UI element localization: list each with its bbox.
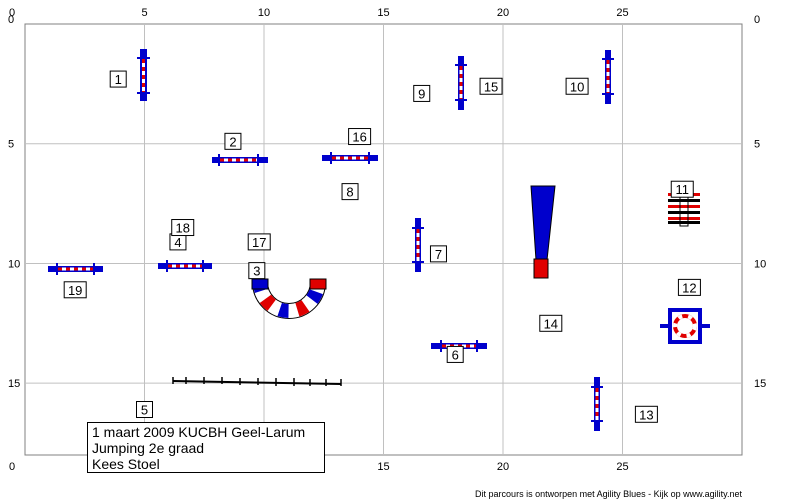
- obstacle-label-19: 19: [63, 281, 87, 299]
- jump-16: [322, 152, 378, 164]
- obstacle-label-3: 3: [248, 262, 266, 280]
- info-class: Jumping 2e graad: [92, 440, 205, 456]
- obstacle-label-4: 4: [169, 233, 187, 251]
- y-tick-right: 10: [754, 258, 766, 270]
- obstacle-label-11: 11: [670, 180, 694, 198]
- svg-text:10: 10: [570, 79, 584, 94]
- obstacle-label-18: 18: [171, 219, 195, 237]
- y-tick-left: 0: [8, 14, 14, 26]
- y-tick-left: 15: [8, 378, 20, 390]
- tire-12: [660, 308, 710, 344]
- info-judge: Kees Stoel: [92, 456, 160, 472]
- svg-text:1: 1: [115, 72, 122, 87]
- svg-text:17: 17: [252, 235, 266, 250]
- info-event: 1 maart 2009 KUCBH Geel-Larum: [92, 424, 306, 440]
- tunnel-3: [251, 278, 327, 319]
- y-tick-right: 15: [754, 378, 766, 390]
- obstacle-label-7: 7: [429, 245, 447, 263]
- y-tick-left: 10: [8, 258, 20, 270]
- x-tick-bottom: 25: [616, 461, 628, 473]
- obstacle-label-2: 2: [224, 132, 242, 150]
- obstacle-label-8: 8: [341, 183, 359, 201]
- obstacle-label-16: 16: [348, 128, 372, 146]
- svg-text:2: 2: [229, 134, 236, 149]
- svg-text:12: 12: [682, 280, 696, 295]
- svg-text:18: 18: [176, 221, 190, 236]
- jump-13: [591, 377, 603, 431]
- obstacle-label-15: 15: [479, 77, 503, 95]
- obstacle-label-14: 14: [539, 314, 563, 332]
- obstacle-label-5: 5: [136, 401, 153, 419]
- svg-text:8: 8: [346, 185, 353, 200]
- svg-text:16: 16: [352, 130, 366, 145]
- jump-1: [137, 49, 150, 101]
- x-tick-top: 25: [616, 7, 628, 19]
- svg-text:15: 15: [484, 79, 498, 94]
- svg-text:11: 11: [676, 182, 690, 197]
- svg-text:5: 5: [141, 403, 148, 418]
- jump-10: [602, 50, 614, 104]
- svg-text:7: 7: [435, 247, 442, 262]
- y-tick-right: 5: [754, 139, 760, 151]
- obstacle-label-12: 12: [677, 278, 701, 296]
- y-tick-left: 5: [8, 139, 14, 151]
- x-tick-bottom: 0: [9, 461, 15, 473]
- svg-text:9: 9: [418, 86, 425, 101]
- svg-text:19: 19: [68, 283, 82, 298]
- x-tick-top: 15: [377, 7, 389, 19]
- footer-credit: Dit parcours is ontworpen met Agility Bl…: [475, 489, 742, 499]
- x-tick-bottom: 20: [497, 461, 509, 473]
- obstacle-label-10: 10: [565, 77, 589, 95]
- jump-4: [158, 260, 212, 272]
- jump-7: [412, 218, 424, 272]
- x-tick-top: 0: [9, 7, 15, 19]
- chute-14: [530, 185, 556, 279]
- jump-19: [48, 263, 103, 275]
- svg-text:4: 4: [174, 235, 181, 250]
- obstacle-label-13: 13: [634, 405, 658, 423]
- course-info: 1 maart 2009 KUCBH Geel-Larum Jumping 2e…: [87, 422, 325, 473]
- svg-text:6: 6: [452, 347, 459, 362]
- svg-text:13: 13: [639, 407, 653, 422]
- obstacle-label-1: 1: [109, 70, 127, 88]
- grid-layer: [24, 23, 743, 456]
- x-tick-bottom: 15: [377, 461, 389, 473]
- jump-2: [212, 154, 268, 166]
- weave-5: [172, 377, 342, 386]
- svg-text:14: 14: [544, 316, 558, 331]
- y-tick-right: 0: [754, 14, 760, 26]
- x-tick-top: 5: [141, 7, 147, 19]
- x-tick-top: 20: [497, 7, 509, 19]
- obstacle-label-6: 6: [446, 345, 464, 363]
- x-tick-top: 10: [258, 7, 270, 19]
- obstacle-label-17: 17: [247, 233, 271, 251]
- obstacle-label-9: 9: [413, 84, 431, 102]
- jump-15: [455, 56, 467, 110]
- svg-text:3: 3: [253, 264, 260, 279]
